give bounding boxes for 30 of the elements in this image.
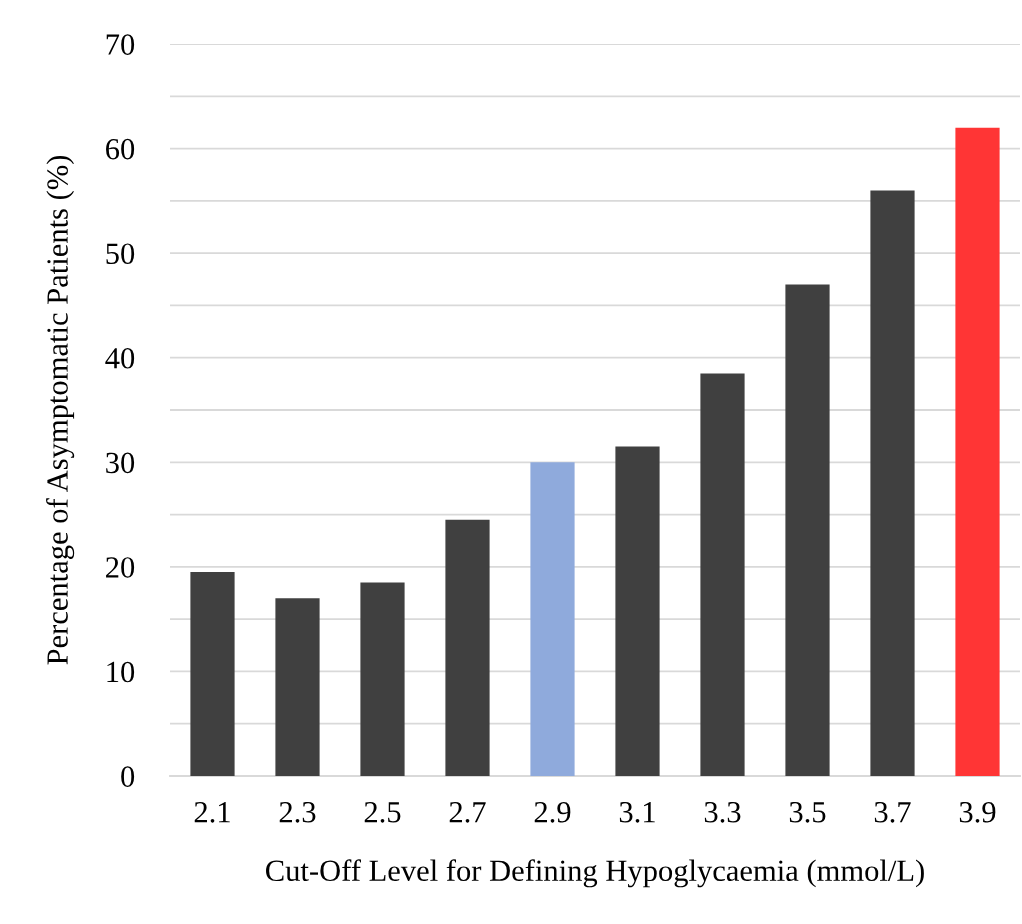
x-tick-label: 3.9 xyxy=(959,801,996,823)
y-tick-label: 70 xyxy=(106,34,135,55)
y-axis-title: Percentage of Asymptomatic Patients (%) xyxy=(46,155,75,665)
x-tick-label: 2.9 xyxy=(534,801,571,823)
y-tick-label: 50 xyxy=(106,243,135,265)
bar xyxy=(615,446,660,776)
x-tick-label: 2.5 xyxy=(364,801,401,823)
bar xyxy=(190,572,235,776)
bar xyxy=(700,373,745,776)
y-tick-label: 60 xyxy=(106,138,135,160)
bar xyxy=(870,190,915,776)
bar xyxy=(445,519,490,776)
x-tick-label: 3.5 xyxy=(789,801,826,823)
bar xyxy=(275,598,320,776)
y-tick-label: 40 xyxy=(105,348,135,369)
y-tick-label: 20 xyxy=(106,557,135,578)
x-tick-label: 2.3 xyxy=(279,801,316,823)
y-tick-label: 0 xyxy=(121,766,135,787)
bar xyxy=(360,582,405,776)
bar xyxy=(785,284,830,776)
bar xyxy=(530,462,575,776)
x-tick-label: 2.1 xyxy=(194,801,230,823)
y-tick-label: 10 xyxy=(107,661,135,683)
x-tick-label: 3.3 xyxy=(704,801,741,823)
x-tick-label: 2.7 xyxy=(449,801,486,823)
x-tick-label: 3.7 xyxy=(874,801,911,823)
bar xyxy=(955,127,1000,776)
x-tick-label: 3.1 xyxy=(619,801,655,823)
x-axis-title: Cut-Off Level for Defining Hypoglycaemia (mmol/L) xyxy=(266,859,924,888)
y-tick-label: 30 xyxy=(106,452,135,474)
